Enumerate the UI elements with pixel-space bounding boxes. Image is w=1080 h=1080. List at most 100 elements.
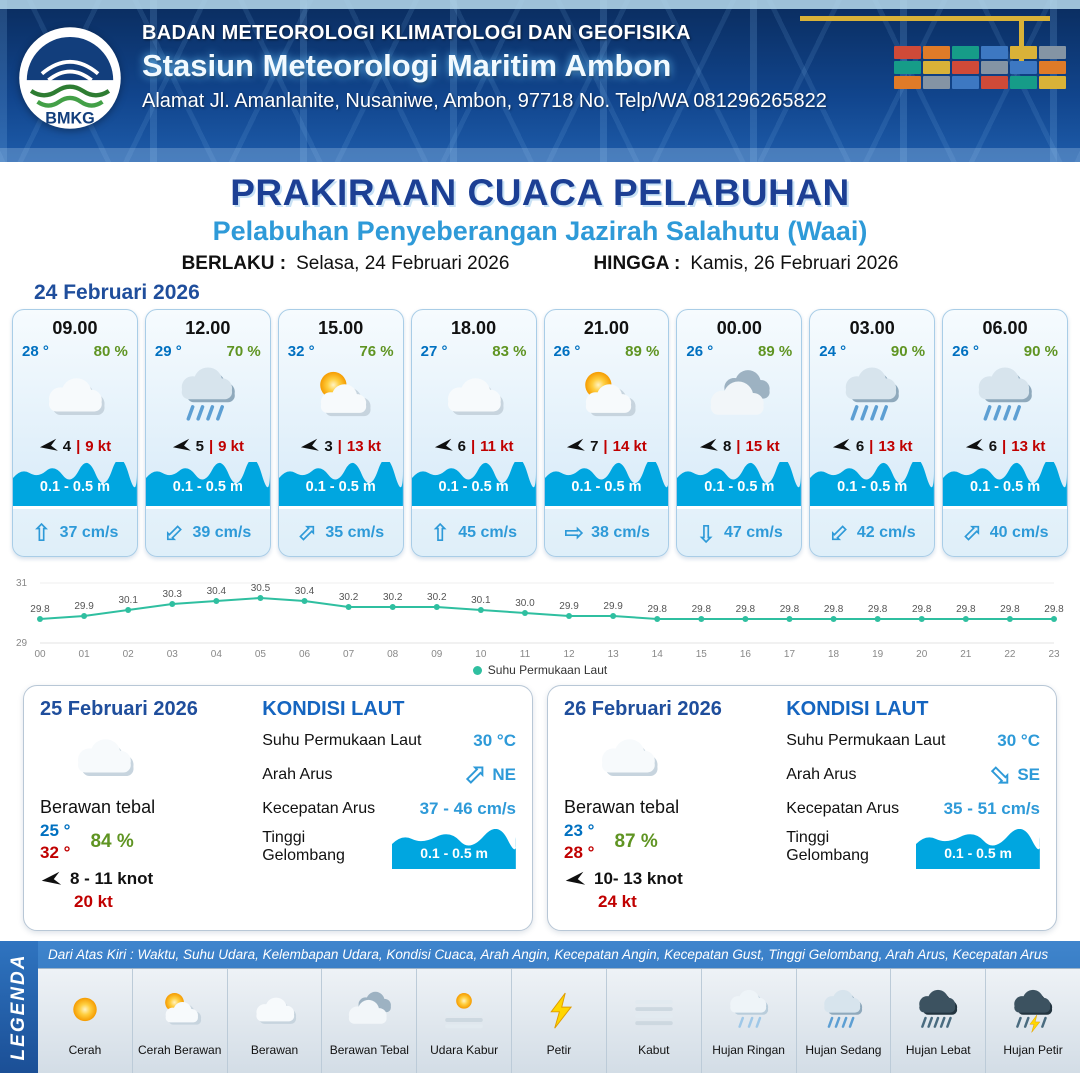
legend-item-label: Berawan Tebal bbox=[329, 1042, 409, 1057]
wind-direction-icon bbox=[965, 438, 984, 451]
wave-height: 0.1 - 0.5 m bbox=[837, 479, 908, 495]
legend-item-label: Cerah Berawan bbox=[138, 1042, 222, 1057]
wave-height: 0.1 - 0.5 m bbox=[571, 479, 642, 495]
svg-text:16: 16 bbox=[740, 649, 752, 660]
crane-icon bbox=[800, 16, 1050, 63]
wind-row: 8 | 15 kt bbox=[677, 434, 801, 458]
air-temperature: 32 ° bbox=[287, 343, 315, 360]
forecast-date: 24 Februari 2026 bbox=[34, 281, 200, 304]
wave-height-band: 0.1 - 0.5 m bbox=[145, 462, 270, 506]
wind-direction-icon bbox=[699, 438, 718, 451]
gust-speed: 15 kt bbox=[745, 437, 780, 455]
current-row: ⇧ 35 cm/s bbox=[278, 506, 403, 556]
current-speed-row: Kecepatan Arus 35 - 51 cm/s bbox=[786, 799, 1040, 819]
current-direction-label: Arah Arus bbox=[262, 766, 333, 783]
temp-min: 23 ° bbox=[564, 821, 595, 840]
air-temperature: 29 ° bbox=[154, 343, 182, 360]
wave-shape-icon bbox=[810, 462, 935, 506]
legend-weather-icon bbox=[341, 986, 397, 1041]
bmkg-logo: BMKG bbox=[16, 24, 124, 132]
sst-label: Suhu Permukaan Laut bbox=[786, 732, 946, 749]
wind-divider: | bbox=[736, 437, 741, 455]
page-title: PRAKIRAAN CUACA PELABUHAN bbox=[230, 172, 850, 213]
svg-text:29.9: 29.9 bbox=[74, 601, 94, 612]
weather-icon bbox=[677, 360, 801, 434]
svg-text:01: 01 bbox=[79, 649, 91, 660]
wave-height: 0.1 - 0.5 m bbox=[305, 479, 376, 495]
svg-text:30.4: 30.4 bbox=[295, 586, 315, 597]
gust-speed: 13 kt bbox=[878, 437, 913, 455]
svg-text:29.8: 29.8 bbox=[647, 604, 667, 615]
svg-text:10: 10 bbox=[475, 649, 487, 660]
humidity: 90 % bbox=[890, 343, 926, 360]
current-speed: 47 cm/s bbox=[724, 523, 783, 541]
current-speed-value: 35 - 51 cm/s bbox=[943, 799, 1040, 818]
wind-direction-icon bbox=[565, 871, 586, 885]
wave-shape-icon bbox=[411, 462, 536, 506]
title-section: PRAKIRAAN CUACA PELABUHAN Pelabuhan Peny… bbox=[0, 162, 1080, 275]
humidity: 90 % bbox=[1023, 343, 1058, 360]
current-direction-icon: ⇧ bbox=[290, 515, 325, 550]
humidity: 84 % bbox=[90, 831, 134, 853]
bmkg-logo-label: BMKG bbox=[45, 109, 94, 127]
sky-strip-decor bbox=[0, 0, 1080, 9]
wind-direction-icon bbox=[172, 438, 191, 451]
svg-text:29.8: 29.8 bbox=[30, 604, 50, 615]
wind-row: 10- 13 knot bbox=[564, 869, 778, 889]
current-row: ⇧ 39 cm/s bbox=[145, 506, 270, 556]
current-direction-row: Arah Arus ⇧ NE bbox=[262, 755, 516, 795]
legend-weather-icon bbox=[436, 986, 492, 1041]
wind-divider: | bbox=[470, 437, 476, 455]
svg-text:11: 11 bbox=[520, 649, 531, 660]
temp-humidity-row: 32 ° 76 % bbox=[279, 339, 403, 360]
wind-row: 6 | 13 kt bbox=[943, 434, 1067, 458]
svg-text:29.8: 29.8 bbox=[692, 604, 712, 615]
hourly-forecast-card: 12.00 29 ° 70 % 5 | 9 kt 0.1 - 0.5 m ⇧ 3… bbox=[144, 309, 271, 557]
svg-text:29: 29 bbox=[16, 638, 28, 649]
gust-speed: 13 kt bbox=[1011, 437, 1046, 455]
wind-divider: | bbox=[1002, 437, 1007, 455]
legend-item-label: Hujan Lebat bbox=[905, 1042, 971, 1057]
svg-text:21: 21 bbox=[960, 649, 972, 660]
time-label: 00.00 bbox=[716, 318, 762, 338]
svg-text:30.2: 30.2 bbox=[427, 592, 447, 603]
wind-direction-icon bbox=[434, 438, 453, 451]
wave-height-label: Tinggi Gelombang bbox=[262, 829, 345, 864]
wind-speed: 6 bbox=[855, 437, 865, 455]
current-direction-label: Arah Arus bbox=[786, 766, 857, 783]
sea-conditions-title: KONDISI LAUT bbox=[262, 698, 405, 720]
hourly-forecast-card: 00.00 26 ° 89 % 8 | 15 kt 0.1 - 0.5 m ⇧ … bbox=[676, 309, 803, 557]
wind-row: 6 | 13 kt bbox=[810, 434, 934, 458]
gust-speed: 9 kt bbox=[218, 437, 245, 455]
current-direction-icon: ⇧ bbox=[455, 754, 495, 795]
svg-text:29.8: 29.8 bbox=[824, 604, 844, 615]
svg-text:29.8: 29.8 bbox=[1044, 604, 1064, 615]
wind-speed: 4 bbox=[62, 437, 72, 455]
wave-height: 0.1 - 0.5 m bbox=[172, 479, 243, 495]
hourly-forecast-card: 18.00 27 ° 83 % 6 | 11 kt 0.1 - 0.5 m ⇧ … bbox=[410, 309, 537, 557]
wind-row: 5 | 9 kt bbox=[146, 434, 270, 458]
wave-height-row: Tinggi Gelombang 0.1 - 0.5 m bbox=[262, 829, 516, 869]
header-banner: BMKG BADAN METEOROLOGI KLIMATOLOGI DAN G… bbox=[0, 0, 1080, 162]
legend-weather-icon bbox=[910, 986, 966, 1041]
valid-from-label: BERLAKU : bbox=[181, 253, 287, 274]
legend-title: LEGENDA bbox=[8, 953, 29, 1061]
svg-text:22: 22 bbox=[1004, 649, 1016, 660]
current-row: ⇧ 37 cm/s bbox=[13, 506, 137, 556]
air-temperature: 27 ° bbox=[420, 343, 448, 360]
temp-max: 32 ° bbox=[40, 843, 71, 863]
wind-speed: 5 bbox=[195, 437, 204, 455]
svg-text:30.4: 30.4 bbox=[207, 586, 227, 597]
wind-divider: | bbox=[337, 437, 342, 455]
weather-condition: Berawan tebal bbox=[564, 797, 680, 817]
wave-height-band: 0.1 - 0.5 m bbox=[677, 462, 802, 506]
svg-text:30.0: 30.0 bbox=[515, 598, 535, 609]
current-row: ⇧ 40 cm/s bbox=[943, 506, 1067, 556]
daily-forecast-row: 25 Februari 2026 Berawan tebal 25 ° 32 °… bbox=[0, 685, 1080, 931]
humidity: 80 % bbox=[93, 343, 128, 360]
wave-height-band: 0.1 - 0.5 m bbox=[943, 462, 1067, 506]
legend-item: Hujan Sedang bbox=[797, 969, 892, 1073]
current-direction-icon: ⇧ bbox=[430, 518, 451, 547]
valid-until-value: Kamis, 26 Februari 2026 bbox=[690, 253, 899, 274]
port-name: Pelabuhan Penyeberangan Jazirah Salahutu… bbox=[212, 216, 868, 246]
